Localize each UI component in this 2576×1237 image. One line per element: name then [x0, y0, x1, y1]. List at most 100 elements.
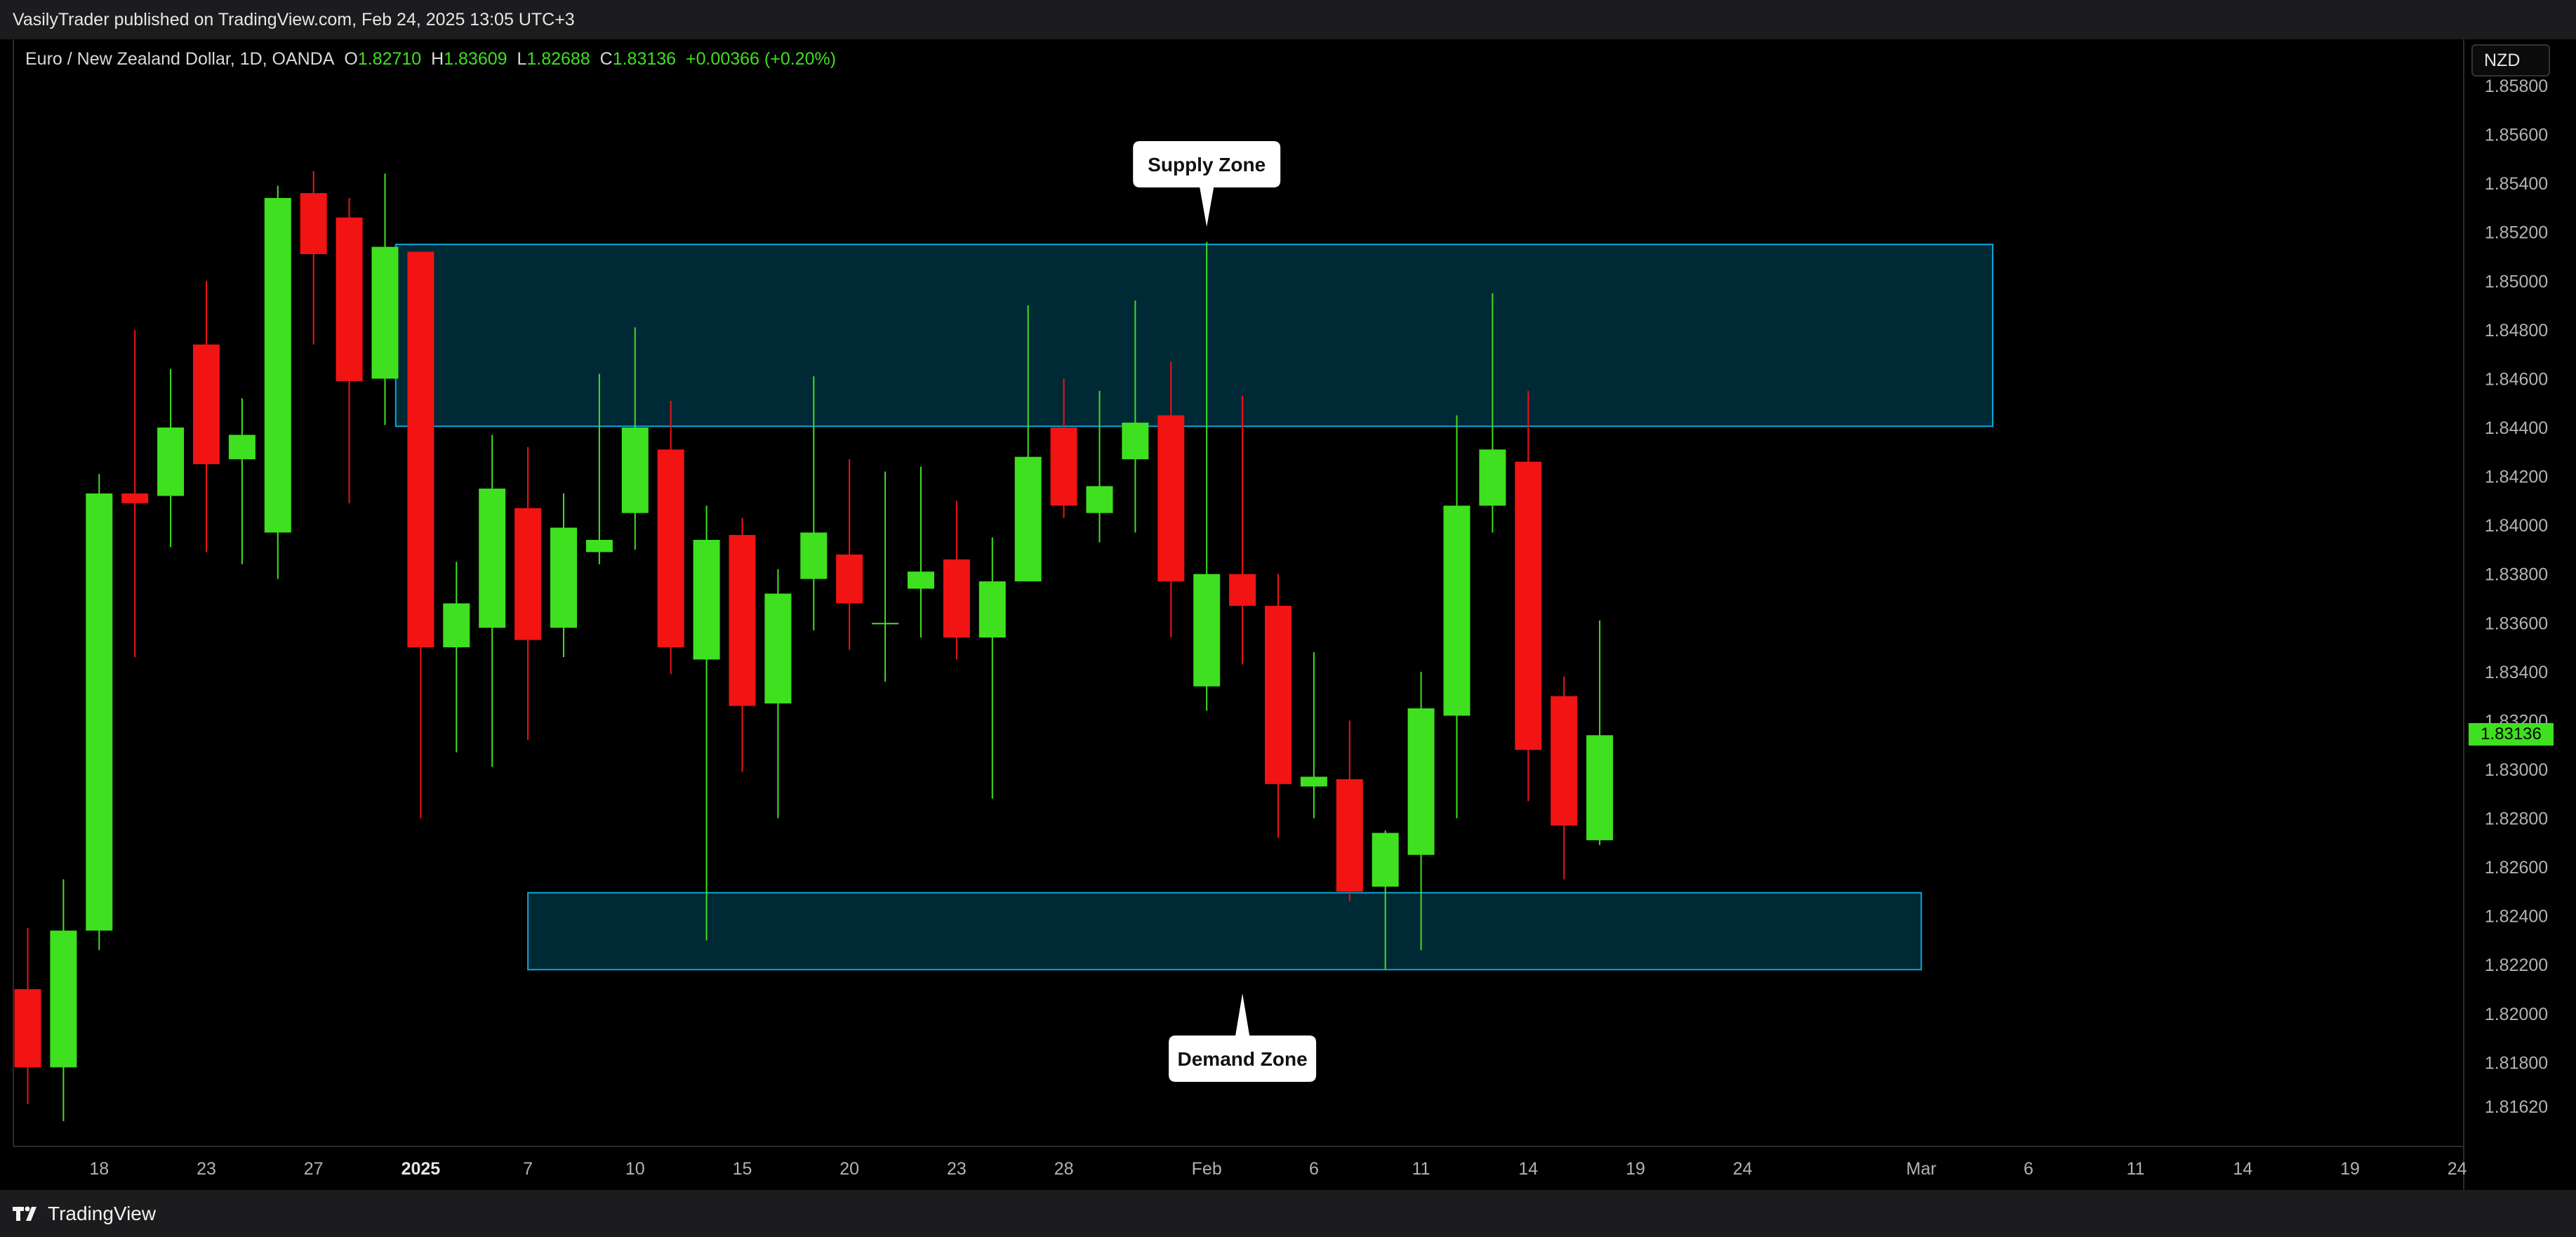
time-tick-label: 14 [1518, 1159, 1538, 1179]
symbol-legend: Euro / New Zealand Dollar, 1D, OANDA O1.… [25, 49, 836, 70]
candle-body[interactable] [621, 427, 649, 513]
supply-zone-callout[interactable] [1133, 141, 1281, 227]
price-tick-label: 1.82600 [2485, 858, 2548, 878]
published-by-text: VasilyTrader published on TradingView.co… [13, 10, 575, 29]
candle-body[interactable] [657, 449, 684, 648]
price-tick-label: 1.83800 [2485, 565, 2548, 585]
candle-body[interactable] [1407, 708, 1435, 855]
time-tick-label: 19 [2340, 1159, 2360, 1179]
supply-zone-rect[interactable] [394, 244, 1993, 428]
price-tick-label: 1.84200 [2485, 468, 2548, 487]
price-tick-label: 1.83000 [2485, 760, 2548, 780]
time-tick-label: 2025 [401, 1159, 441, 1179]
candle-body[interactable] [764, 593, 792, 704]
candle-body[interactable] [264, 198, 291, 533]
candle-body[interactable] [336, 217, 363, 381]
candle-body[interactable] [1229, 574, 1256, 606]
brand-name: TradingView [48, 1203, 157, 1224]
candle-body[interactable] [157, 427, 185, 496]
candle-body[interactable] [121, 493, 149, 503]
time-tick-label: 14 [2233, 1159, 2252, 1179]
candle-body[interactable] [550, 527, 577, 628]
candle-body[interactable] [1372, 833, 1399, 887]
price-tick-label: 1.85200 [2485, 223, 2548, 243]
candle-body[interactable] [1157, 415, 1185, 582]
time-tick-label: 11 [2127, 1159, 2145, 1179]
price-tick-label: 1.84400 [2485, 418, 2548, 438]
candle-body[interactable] [1193, 574, 1221, 687]
time-tick-label: 6 [2024, 1159, 2033, 1179]
candle-body[interactable] [693, 539, 720, 660]
time-tick-label: 23 [947, 1159, 967, 1179]
time-tick-label: 24 [1733, 1159, 1753, 1179]
candle-body[interactable] [14, 989, 41, 1068]
price-tick-label: 1.85800 [2485, 77, 2548, 96]
time-tick-label: 6 [1309, 1159, 1319, 1179]
change-value: +0.00366 (+0.20%) [685, 49, 837, 69]
price-tick-label: 1.82000 [2485, 1005, 2548, 1024]
price-tick-label: 1.84600 [2485, 369, 2548, 389]
candle-body[interactable] [1300, 776, 1327, 787]
close-value: 1.83136 [612, 49, 677, 69]
candle-body[interactable] [1265, 605, 1292, 784]
candle-body[interactable] [1050, 427, 1077, 506]
time-tick-label: Feb [1192, 1159, 1222, 1179]
candle-body[interactable] [479, 488, 506, 628]
candle-body[interactable] [1443, 505, 1470, 716]
candle-body[interactable] [1122, 423, 1149, 460]
demand-zone-label: Demand Zone [1178, 1048, 1308, 1070]
symbol-title[interactable]: Euro / New Zealand Dollar, 1D, OANDA [25, 49, 335, 69]
tradingview-brand[interactable]: TradingView [13, 1203, 156, 1225]
price-tick-label: 1.81800 [2485, 1053, 2548, 1073]
candle-body[interactable] [943, 559, 970, 638]
candle-body[interactable] [514, 508, 542, 640]
candle-body[interactable] [193, 344, 220, 465]
tradingview-logo-icon [13, 1206, 36, 1221]
price-tick-label: 1.83600 [2485, 614, 2548, 633]
demand-zone-rect[interactable] [527, 892, 1923, 971]
candle-body[interactable] [1086, 486, 1113, 513]
candlestick-chart[interactable]: 1.81620 1.81800 1.82000 1.82200 1.82400 1.826… [0, 39, 2576, 1190]
high-label: H [431, 49, 444, 69]
open-value: 1.82710 [357, 49, 422, 69]
currency-button[interactable]: NZD [2471, 44, 2550, 77]
supply-zone-label: Supply Zone [1148, 154, 1266, 176]
candle-body[interactable] [1014, 456, 1042, 582]
candle-body[interactable] [872, 623, 899, 625]
publisher-bar: VasilyTrader published on TradingView.co… [0, 0, 2576, 39]
candle-body[interactable] [836, 554, 863, 604]
time-tick-label: 19 [1626, 1159, 1645, 1179]
candle-body[interactable] [1336, 779, 1363, 892]
time-tick-label: 20 [839, 1159, 859, 1179]
time-tick-label: 27 [304, 1159, 324, 1179]
candle-body[interactable] [1586, 735, 1614, 840]
candle-body[interactable] [1515, 461, 1542, 750]
time-tick-label: 23 [197, 1159, 216, 1179]
time-tick-label: 24 [2448, 1159, 2467, 1179]
candle-body[interactable] [228, 435, 255, 460]
candle-body[interactable] [729, 535, 756, 706]
candle-body[interactable] [1479, 449, 1506, 506]
price-tick-label: 1.84800 [2485, 321, 2548, 340]
candle-body[interactable] [300, 193, 327, 255]
time-tick-label: 15 [733, 1159, 752, 1179]
demand-zone-callout[interactable] [1169, 993, 1317, 1082]
candle-body[interactable] [86, 493, 113, 931]
candle-body[interactable] [371, 246, 399, 379]
candle-body[interactable] [908, 571, 934, 589]
candle-body[interactable] [978, 581, 1006, 638]
candle-body[interactable] [800, 532, 828, 579]
price-tick-label: 1.81620 [2485, 1097, 2548, 1117]
price-tick-label: 1.85400 [2485, 174, 2548, 194]
candle-body[interactable] [407, 251, 434, 648]
candle-body[interactable] [1551, 696, 1578, 826]
candle-body[interactable] [50, 930, 77, 1068]
low-label: L [517, 49, 527, 69]
time-tick-label: 11 [1412, 1159, 1430, 1179]
candle-body[interactable] [585, 539, 613, 553]
price-tick-label: 1.82400 [2485, 907, 2548, 927]
time-tick-label: 18 [89, 1159, 109, 1179]
price-tick-label: 1.82200 [2485, 955, 2548, 975]
candle-body[interactable] [443, 603, 470, 648]
time-tick-label: 10 [625, 1159, 645, 1179]
